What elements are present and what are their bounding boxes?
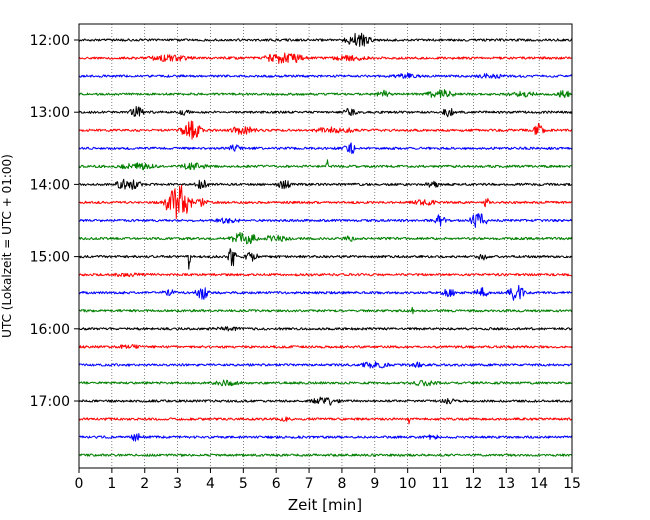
y-tick-label: 15:00 <box>30 250 70 266</box>
seismogram-trace <box>78 396 573 406</box>
seismogram-trace <box>78 248 573 270</box>
x-axis-ticks: 0 1 2 3 4 5 6 7 8 9 10 11 12 13 14 15 <box>75 468 581 492</box>
x-tick-label: 11 <box>432 476 450 492</box>
seismogram-trace <box>78 105 573 118</box>
x-tick-label: 7 <box>305 476 314 492</box>
y-tick-label: 17:00 <box>30 394 70 410</box>
x-tick-label: 5 <box>239 476 248 492</box>
seismogram-trace <box>78 272 573 278</box>
plot-frame <box>78 23 573 469</box>
x-tick-label: 8 <box>337 476 346 492</box>
seismogram-trace <box>78 142 573 154</box>
y-tick-label: 16:00 <box>30 322 70 338</box>
seismogram-trace <box>78 416 573 425</box>
seismogram-trace <box>78 213 573 228</box>
seismogram-trace <box>78 184 573 220</box>
seismogram-trace <box>78 306 573 315</box>
x-tick-label: 2 <box>140 476 149 492</box>
seismogram-trace <box>78 32 573 47</box>
x-tick-label: 6 <box>272 476 281 492</box>
seismogram-trace <box>78 453 573 457</box>
seismogram-trace <box>78 231 573 245</box>
x-tick-label: 14 <box>530 476 548 492</box>
seismogram-trace <box>78 89 573 99</box>
seismogram-trace <box>78 159 573 171</box>
y-tick-label: 13:00 <box>30 105 70 121</box>
seismogram-trace <box>78 379 573 387</box>
y-tick-label: 14:00 <box>30 177 70 193</box>
x-tick-label: 15 <box>563 476 581 492</box>
x-tick-label: 13 <box>497 476 515 492</box>
seismogram-trace <box>78 344 573 350</box>
x-tick-label: 1 <box>107 476 116 492</box>
seismogram-trace <box>78 326 572 332</box>
x-tick-label: 10 <box>399 476 417 492</box>
seismogram-trace <box>78 52 573 64</box>
x-tick-label: 12 <box>464 476 482 492</box>
traces <box>78 32 573 457</box>
x-axis-title: Zeit [min] <box>288 496 362 514</box>
seismogram-trace <box>78 178 573 190</box>
y-axis-title: UTC (Lokalzeit = UTC + 01:00) <box>0 154 14 338</box>
y-tick-label: 12:00 <box>30 33 70 49</box>
seismogram-trace <box>78 72 573 79</box>
x-tick-label: 4 <box>206 476 215 492</box>
seismogram-trace <box>78 120 573 140</box>
seismogram-trace <box>78 433 573 442</box>
x-tick-label: 9 <box>370 476 379 492</box>
seismogram-trace <box>78 284 573 301</box>
y-axis-ticks: 12:00 13:00 14:00 15:00 16:00 17:00 <box>30 33 79 410</box>
x-tick-label: 0 <box>75 476 84 492</box>
x-tick-label: 3 <box>173 476 182 492</box>
seismogram-trace <box>78 361 573 369</box>
